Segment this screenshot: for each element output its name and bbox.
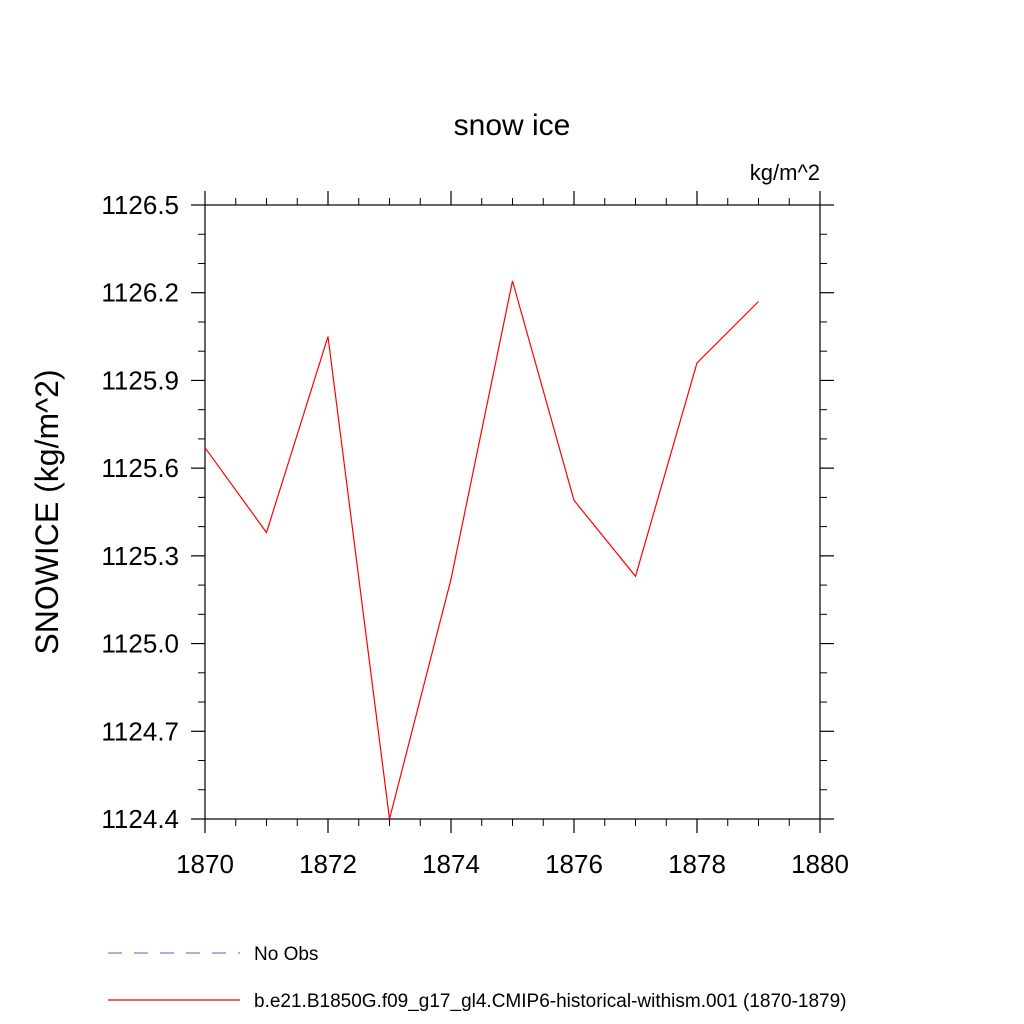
plot-frame (204, 204, 821, 820)
y-axis-label: SNOWICE (kg/m^2) (29, 369, 65, 654)
tick-labels: 1870 1872 1874 1876 1878 1880 1124.4 1124.7 1125… (101, 190, 849, 879)
y-tick-label: 1124.7 (101, 716, 179, 746)
legend-label-1: b.e21.B1850G.f09_g17_gl4.CMIP6-historica… (254, 991, 847, 1012)
legend-label-0: No Obs (254, 944, 318, 965)
chart-title: snow ice (454, 109, 571, 142)
x-tick-label: 1876 (545, 849, 603, 879)
x-tick-label: 1878 (668, 849, 726, 879)
series-layer (204, 280, 759, 820)
x-tick-label: 1880 (791, 849, 849, 879)
series-line-1 (204, 280, 759, 820)
y-tick-label: 1126.5 (101, 190, 179, 220)
y-tick-label: 1125.0 (101, 629, 179, 659)
y-tick-label: 1125.6 (101, 453, 179, 483)
y-tick-label: 1126.2 (101, 278, 179, 308)
y-tick-label: 1124.4 (101, 804, 179, 834)
y-tick-label: 1125.3 (101, 541, 179, 571)
x-tick-label: 1874 (422, 849, 480, 879)
axis-ticks (191, 191, 834, 833)
x-tick-label: 1870 (176, 849, 234, 879)
units-label: kg/m^2 (750, 160, 820, 185)
legend: No Obs b.e21.B1850G.f09_g17_gl4.CMIP6-his… (108, 944, 847, 1012)
y-tick-label: 1125.9 (101, 365, 179, 395)
x-tick-label: 1872 (299, 849, 357, 879)
